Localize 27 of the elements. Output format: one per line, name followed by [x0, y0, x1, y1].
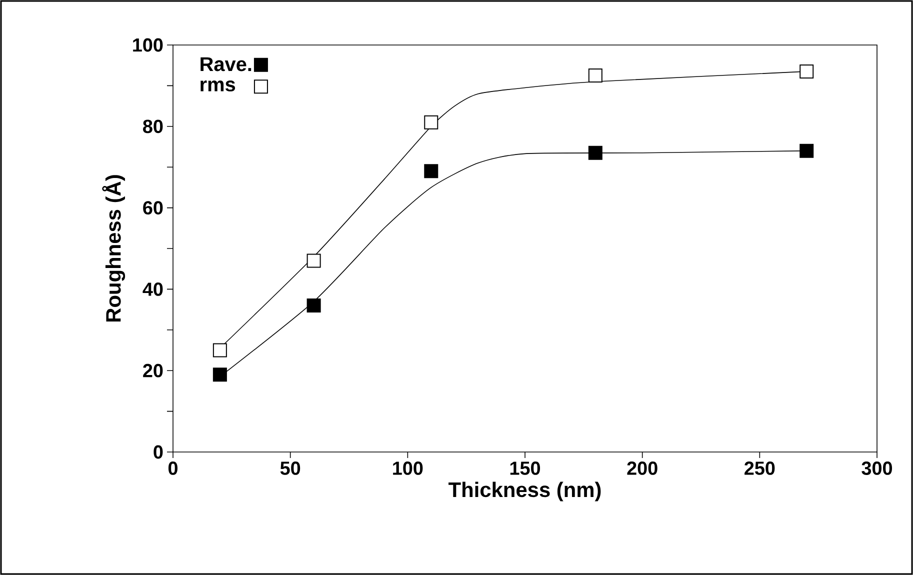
y-tick-label: 100: [133, 38, 163, 52]
point: [800, 144, 814, 158]
x-tick-label: 250: [744, 462, 775, 475]
point: [306, 298, 321, 312]
x-tick-label: 300: [862, 462, 892, 475]
point: [588, 146, 602, 160]
legend-label: Rave.: [200, 57, 252, 72]
x-tick-label: 100: [393, 462, 423, 475]
y-axis-title: Roughness (Å): [102, 175, 126, 322]
x-tick-label: 200: [627, 462, 658, 475]
point: [212, 343, 227, 358]
y-tick-label: 20: [143, 364, 163, 378]
point: [424, 164, 438, 178]
point: [424, 115, 438, 130]
point: [212, 368, 227, 382]
point: [800, 64, 814, 78]
y-tick-label: 80: [143, 120, 163, 134]
y-tick-label: 40: [142, 282, 163, 296]
y-tick-label: 0: [154, 445, 163, 459]
point: [306, 254, 321, 268]
legend-label: rms: [200, 80, 236, 92]
point: [588, 68, 602, 83]
x-tick-label: 150: [510, 462, 540, 475]
x-tick-label: 0: [168, 462, 178, 475]
y-tick-label: 60: [143, 201, 163, 214]
x-axis-title: Thickness (nm): [448, 482, 601, 502]
x-tick-label: 50: [280, 462, 300, 475]
